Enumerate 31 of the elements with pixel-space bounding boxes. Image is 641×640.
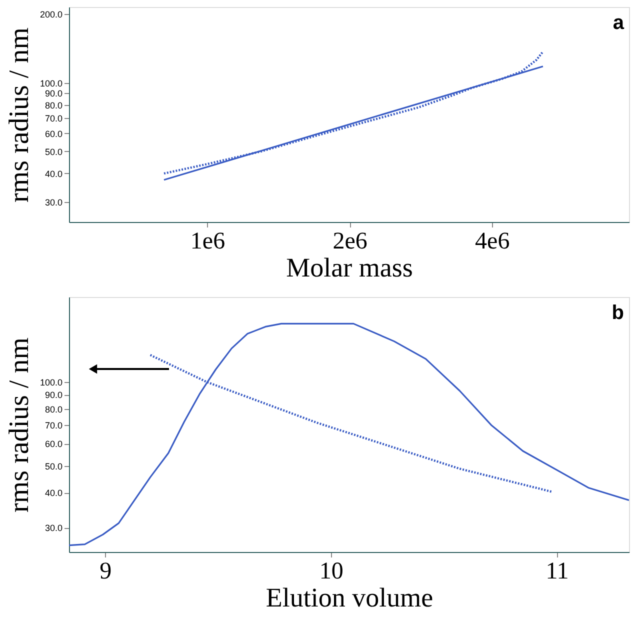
x-axis-title: Elution volume xyxy=(266,582,434,612)
y-axis-title: rms radius / nm xyxy=(4,337,35,512)
y-tick-label: 200.0 xyxy=(40,10,62,20)
x-tick-label: 11 xyxy=(546,558,569,584)
x-tick-label: 2e6 xyxy=(332,228,368,254)
y-tick-label: 100.0 xyxy=(40,78,62,88)
y-tick-label: 50.0 xyxy=(44,146,62,157)
y-tick-label: 100.0 xyxy=(40,377,62,388)
y-tick-label: 60.0 xyxy=(44,128,62,139)
line-series xyxy=(149,354,554,493)
y-tick-label: 30.0 xyxy=(44,523,62,534)
x-tick-label: 1e6 xyxy=(190,228,226,254)
y-tick-label: 40.0 xyxy=(44,488,62,498)
x-axis-title: Molar mass xyxy=(286,252,413,282)
y-tick-label: 90.0 xyxy=(44,88,62,99)
x-tick-label: 9 xyxy=(100,558,112,584)
y-axis-title: rms radius / nm xyxy=(4,27,35,202)
y-tick-label: 90.0 xyxy=(44,390,62,400)
y-tick-label: 80.0 xyxy=(44,100,62,110)
y-tick-label: 70.0 xyxy=(44,420,62,431)
annotation: b xyxy=(612,302,624,324)
y-tick-label: 70.0 xyxy=(44,114,62,124)
y-tick-label: 30.0 xyxy=(44,197,62,208)
x-tick-label: 10 xyxy=(319,558,344,584)
x-tick-label: 4e6 xyxy=(475,228,510,254)
line-series xyxy=(69,322,629,546)
annotation: a xyxy=(612,12,625,34)
y-tick-label: 50.0 xyxy=(44,461,62,472)
y-tick-label: 60.0 xyxy=(44,439,62,450)
y-tick-label: 80.0 xyxy=(44,404,62,414)
y-tick-label: 40.0 xyxy=(44,168,62,179)
